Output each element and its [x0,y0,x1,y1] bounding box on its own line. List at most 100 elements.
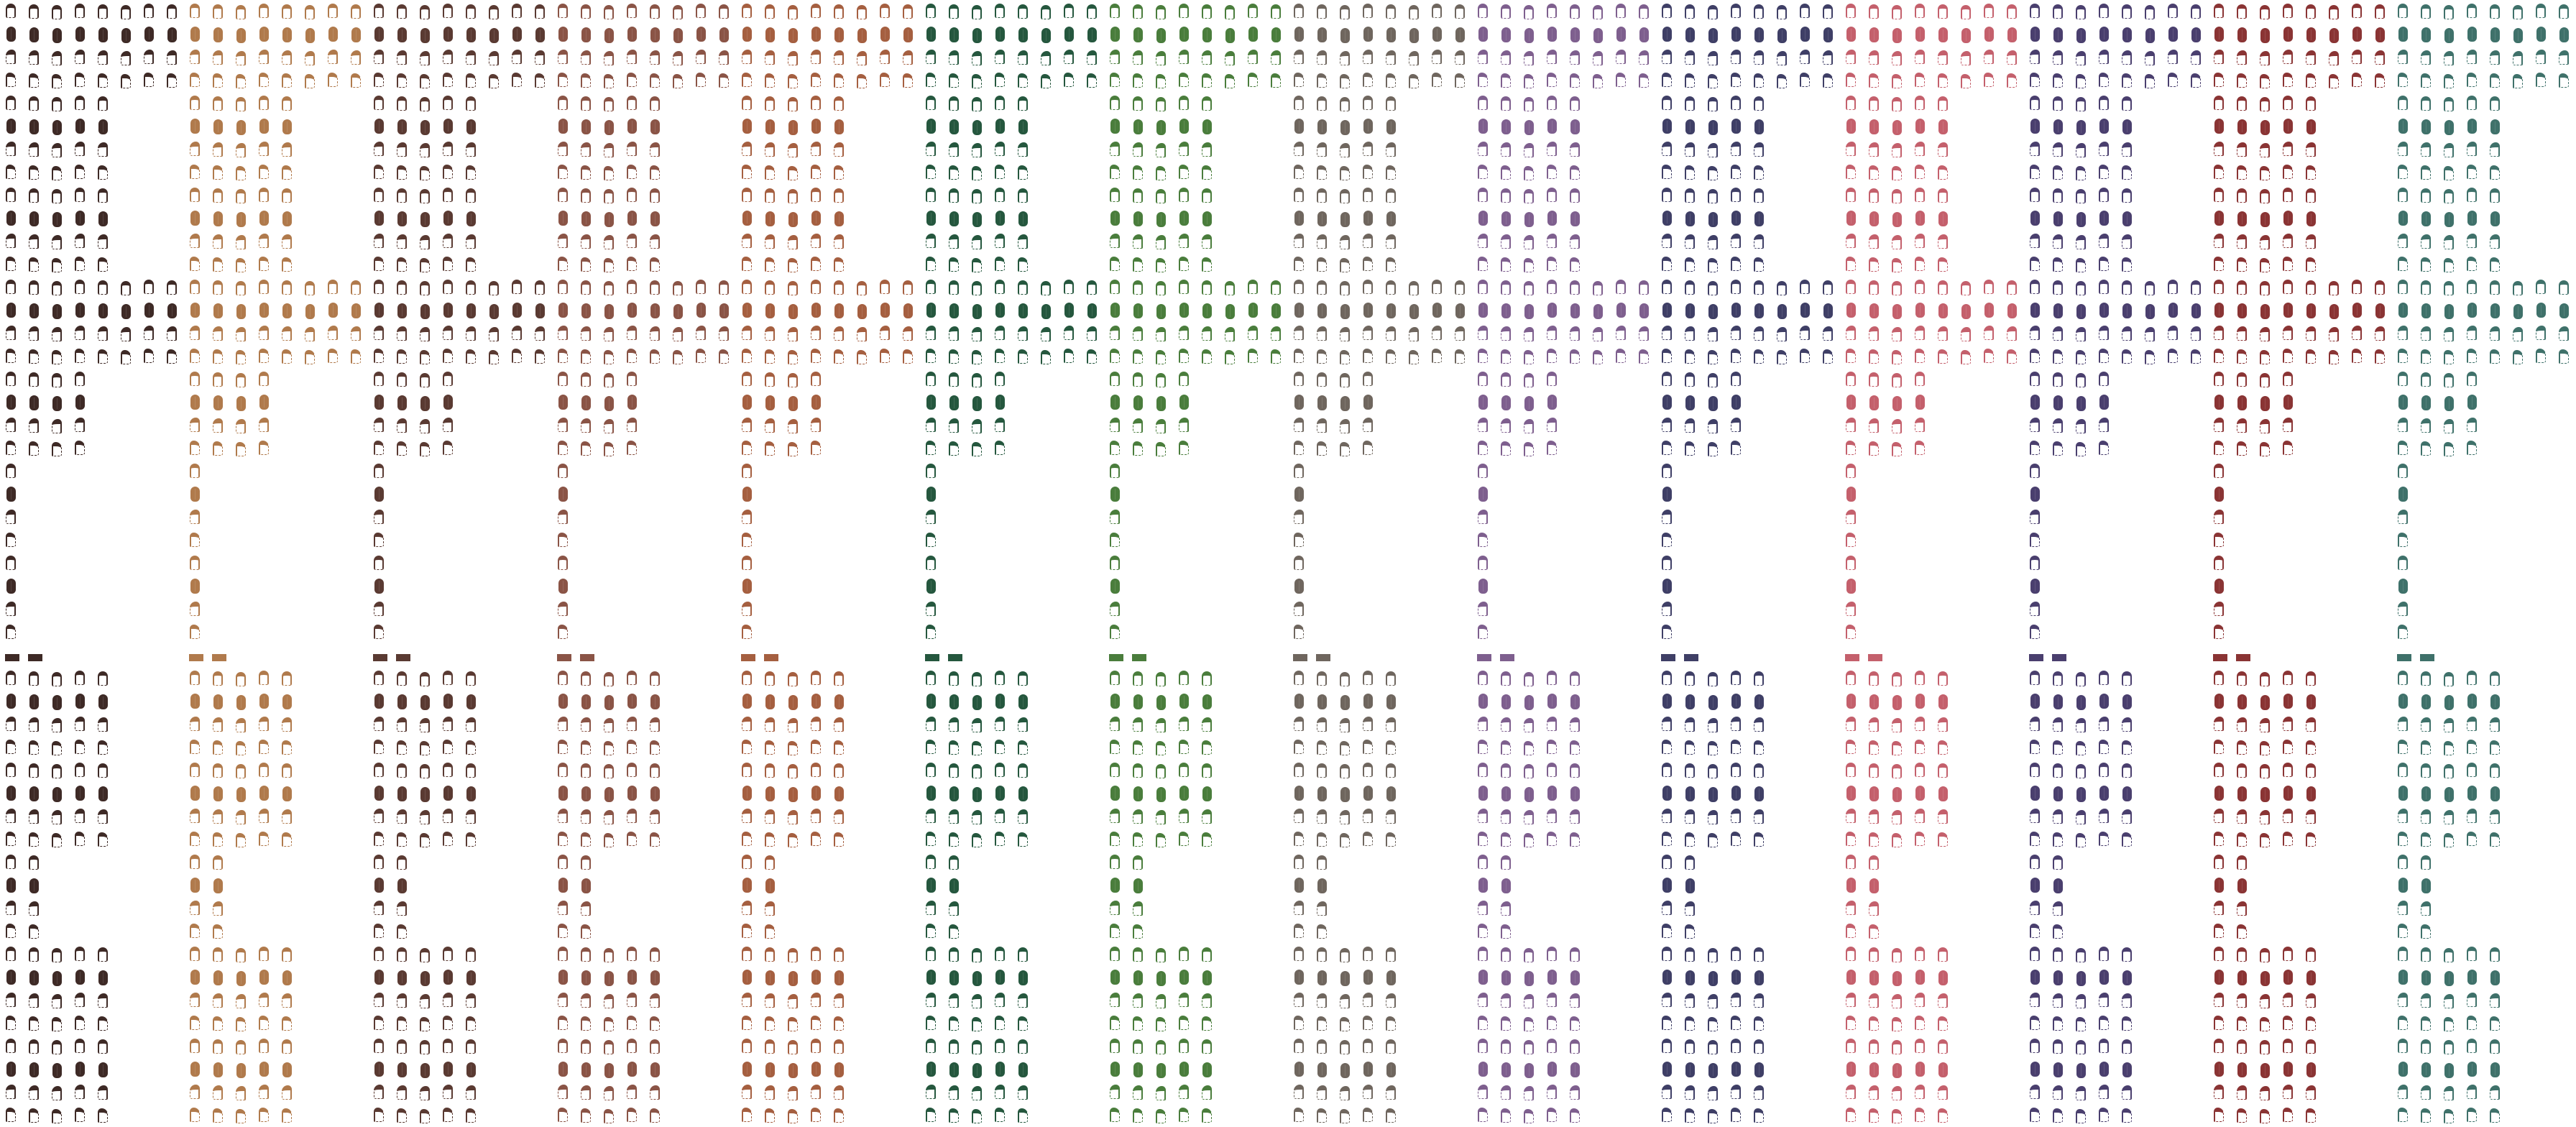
hair-front-frame [1340,672,1350,686]
hair-back-frame [52,304,62,319]
hair-front-frame [98,763,108,778]
hair-sprite-back [0,207,23,230]
hair-side-alt-frame [420,258,430,272]
hair-side-frame [1501,809,1511,824]
hair-sprite-side [345,322,368,345]
hair-sprite-back [1311,299,1334,322]
hair-sprite-side [483,322,506,345]
hair-back-frame [282,119,292,134]
hair-front-frame [75,947,85,961]
hair-sprite-front [828,276,851,299]
hair-side-alt-frame [443,441,453,455]
hair-back-frame [1386,211,1396,226]
hair-sprite-front [1955,0,1978,23]
hair-side-frame [351,50,361,65]
hair-sprite-back [207,299,230,322]
hair-side-alt-frame [2076,74,2086,88]
hair-sprite-side [253,805,276,828]
hair-front-frame [466,671,476,686]
hair-side-alt-frame [1662,349,1672,363]
hair-sprite-side [874,322,897,345]
hair-side-alt-frame [926,349,936,363]
hair-front-frame [926,556,936,570]
hair-sprite-side-alt [1196,345,1219,368]
hair-sprite-side-alt [1518,736,1541,759]
hair-front-frame [972,189,982,203]
hair-side-alt-frame [1524,1017,1534,1031]
hair-front-frame [788,672,798,686]
hair-sprite-front [1472,92,1495,115]
hair-front-frame [1340,5,1350,19]
hair-sprite-side-alt [1012,253,1035,276]
hair-back-frame [1363,1062,1373,1077]
hair-sprite-side-alt [69,736,92,759]
hair-back-frame [834,119,844,134]
hair-back-frame [1156,212,1166,227]
hair-sprite-side [1380,46,1403,69]
hair-sprite-side [1495,138,1518,161]
hair-sprite-hook [23,644,46,667]
hair-sprite-front [184,943,207,966]
hair-sprite-back [1288,115,1311,138]
hair-sprite-side [943,414,966,437]
hair-sprite-front [1909,184,1932,207]
hair-side-alt-frame [1892,258,1902,272]
hair-back-frame [926,119,936,134]
hair-side-frame [1363,809,1373,823]
hair-front-frame [765,188,775,203]
hair-sprite-side [460,1081,483,1104]
hair-back-frame [1685,303,1695,318]
hair-sprite-front [0,667,23,690]
hair-sprite-back [1840,483,1863,506]
hair-sprite-side-alt [1518,1012,1541,1035]
hair-side-frame [420,994,430,1008]
hair-sprite-side [1288,897,1311,920]
hair-back-frame [1386,786,1396,801]
hair-sprite-back [736,299,759,322]
hair-sprite-side-alt [276,161,299,184]
hair-side-frame [374,510,384,524]
hair-sprite-side-alt [207,161,230,184]
hair-sprite-side [1978,46,2001,69]
hair-back-frame [742,303,752,318]
hair-back-frame [995,395,1005,410]
hair-sprite-side-alt [1955,345,1978,368]
hair-side-alt-frame [167,349,177,364]
hair-sprite-back [1012,207,1035,230]
hair-front-frame [581,1039,591,1054]
hair-side-frame [1271,326,1281,341]
hair-sprite-side [69,322,92,345]
hair-side-frame [1984,50,1994,64]
hair-back-frame [282,27,292,42]
hair-front-frame [374,671,384,685]
hair-front-frame [1547,4,1557,18]
hair-sprite-side-alt [736,529,759,552]
hair-front-frame [949,280,959,295]
hair-side-frame [1754,50,1764,65]
hair-sprite-back [874,23,897,46]
hair-side-alt-frame [558,441,568,455]
hair-back-frame [742,119,752,134]
hair-sprite-side-alt [23,920,46,943]
hair-sprite-side [437,805,460,828]
hair-front-frame [1731,280,1741,294]
hair-side-alt-frame [765,165,775,180]
hair-side-alt-frame [443,257,453,271]
hair-sprite-side [759,989,782,1012]
hair-side-alt-frame [1478,441,1488,455]
color-block-gray [1288,0,1472,1127]
hair-sprite-side-alt [1909,736,1932,759]
hair-side-frame [2076,51,2086,65]
hair-side-frame [1846,901,1856,915]
hair-front-frame [1846,372,1856,386]
hair-sprite-back [345,299,368,322]
hair-sprite-side-alt [1150,253,1173,276]
hair-sprite-side-alt [184,1012,207,1035]
hair-sprite-side-alt [1472,1104,1495,1127]
hair-sprite-side-alt [1012,736,1035,759]
hair-back-frame [1524,787,1534,802]
hair-sprite-back [46,966,69,989]
hair-side-frame [1133,418,1143,433]
hair-sprite-back [1794,299,1817,322]
hair-front-frame [351,4,361,19]
